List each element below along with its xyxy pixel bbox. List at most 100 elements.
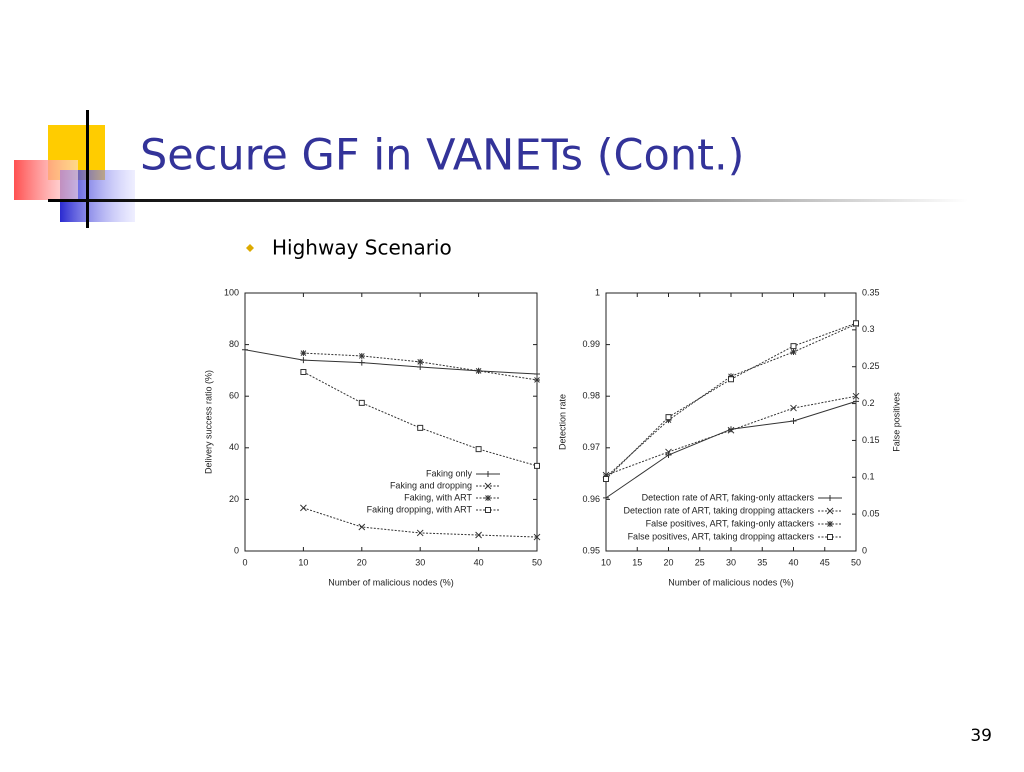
y-axis-label: Detection rate xyxy=(557,394,567,450)
data-point xyxy=(728,426,734,433)
deco-vline xyxy=(86,110,89,228)
data-point xyxy=(300,357,307,364)
y-tick-label: 40 xyxy=(229,442,239,452)
data-point xyxy=(475,531,482,539)
data-point xyxy=(534,462,540,469)
y2-tick-label: 0.2 xyxy=(862,398,875,408)
y-tick-label: 0.97 xyxy=(582,442,600,452)
x-tick-label: 25 xyxy=(695,557,705,567)
y-tick-label: 100 xyxy=(224,287,239,297)
data-point xyxy=(358,352,365,359)
series-line xyxy=(244,349,538,375)
y-tick-label: 80 xyxy=(229,339,239,349)
y2-tick-label: 0.35 xyxy=(862,287,880,297)
legend-label: Detection rate of ART, faking-only attac… xyxy=(642,492,815,502)
data-point xyxy=(603,494,609,501)
x-axis-label: Number of malicious nodes (%) xyxy=(668,577,794,587)
y2-tick-label: 0.15 xyxy=(862,435,880,445)
series-line xyxy=(605,322,857,480)
legend-label: Faking only xyxy=(426,468,473,478)
y-tick-label: 0.98 xyxy=(582,391,600,401)
deco-hline xyxy=(48,199,968,202)
y-tick-label: 20 xyxy=(229,494,239,504)
x-tick-label: 50 xyxy=(532,557,542,567)
y-tick-label: 0.95 xyxy=(582,545,600,555)
y-tick-label: 0.99 xyxy=(582,339,600,349)
legend-label: False positives, ART, faking-only attack… xyxy=(646,518,815,528)
data-point xyxy=(358,399,365,406)
data-point xyxy=(358,359,365,366)
bullet-icon xyxy=(246,244,254,252)
data-point xyxy=(665,417,672,424)
deco-red xyxy=(14,160,78,200)
y-tick-label: 0 xyxy=(234,545,239,555)
legend-marker xyxy=(485,495,491,501)
series-line xyxy=(605,395,857,476)
data-point xyxy=(790,417,797,424)
y2-tick-label: 0.25 xyxy=(862,361,880,371)
y2-tick-label: 0 xyxy=(862,545,867,555)
data-point xyxy=(534,371,540,378)
x-tick-label: 30 xyxy=(415,557,425,567)
data-point xyxy=(665,414,672,421)
data-point xyxy=(242,346,248,353)
legend-label: Detection rate of ART, taking dropping a… xyxy=(624,505,815,515)
data-point xyxy=(475,446,482,453)
legend-label: False positives, ART, taking dropping at… xyxy=(628,531,815,541)
y2-axis-label: False positives xyxy=(891,392,901,452)
x-tick-label: 50 xyxy=(851,557,861,567)
slide-title: Secure GF in VANETs (Cont.) xyxy=(140,131,744,181)
x-tick-label: 30 xyxy=(726,557,736,567)
y2-tick-label: 0.1 xyxy=(862,472,875,482)
data-point xyxy=(728,376,734,383)
x-tick-label: 10 xyxy=(601,557,611,567)
data-point xyxy=(534,376,540,383)
data-point xyxy=(853,320,859,327)
x-tick-label: 20 xyxy=(357,557,367,567)
legend-marker xyxy=(826,507,834,515)
y-axis-label: Delivery success ratio (%) xyxy=(203,370,213,474)
data-point xyxy=(533,533,541,541)
y2-tick-label: 0.3 xyxy=(862,324,875,334)
data-point xyxy=(300,504,307,512)
x-axis-label: Number of malicious nodes (%) xyxy=(328,577,454,587)
data-point xyxy=(727,426,735,434)
legend-marker xyxy=(485,507,491,513)
y2-tick-label: 0.05 xyxy=(862,509,880,519)
legend-label: Faking, with ART xyxy=(404,492,472,502)
data-point xyxy=(417,358,424,365)
bullet-text: Highway Scenario xyxy=(272,236,452,260)
page-number: 39 xyxy=(970,726,992,746)
data-point xyxy=(417,424,424,431)
legend-marker xyxy=(827,495,833,501)
data-point xyxy=(790,404,797,412)
plot-frame xyxy=(244,292,538,552)
legend-marker xyxy=(827,534,833,540)
legend-marker xyxy=(484,482,492,490)
data-point xyxy=(853,398,859,405)
data-point xyxy=(300,368,307,375)
legend-label: Faking dropping, with ART xyxy=(367,504,473,514)
y-tick-label: 60 xyxy=(229,391,239,401)
legend-marker xyxy=(827,521,833,527)
x-tick-label: 15 xyxy=(632,557,642,567)
y-tick-label: 0.96 xyxy=(582,494,600,504)
legend-marker xyxy=(485,471,491,477)
series-line xyxy=(303,371,538,467)
x-tick-label: 10 xyxy=(298,557,308,567)
x-tick-label: 35 xyxy=(757,557,767,567)
data-point xyxy=(790,348,797,355)
data-point xyxy=(603,476,609,483)
data-point xyxy=(300,350,307,357)
x-tick-label: 45 xyxy=(820,557,830,567)
legend-label: Faking and dropping xyxy=(390,480,472,490)
data-point xyxy=(416,529,424,537)
data-point xyxy=(475,367,482,374)
series-line xyxy=(605,400,857,499)
data-point xyxy=(665,452,672,459)
y-tick-label: 1 xyxy=(595,287,600,297)
series-line xyxy=(605,323,857,478)
data-point xyxy=(417,364,424,371)
